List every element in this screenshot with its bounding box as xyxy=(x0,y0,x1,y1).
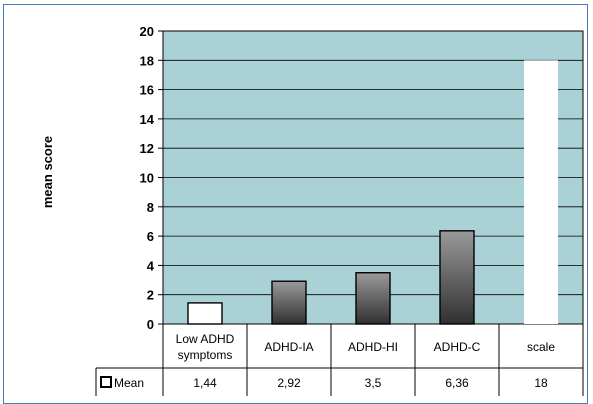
y-tick-label: 12 xyxy=(140,141,154,156)
y-tick-label: 2 xyxy=(147,288,154,303)
value-cell: 1,44 xyxy=(193,376,217,390)
y-tick-label: 0 xyxy=(147,317,154,332)
bar xyxy=(439,230,475,325)
series-label: Mean xyxy=(114,376,144,390)
y-tick-label: 18 xyxy=(140,53,154,68)
category-label: ADHD-C xyxy=(434,340,481,354)
y-tick-label: 16 xyxy=(140,83,154,98)
bar xyxy=(355,272,391,325)
category-label: scale xyxy=(527,340,555,354)
bar xyxy=(187,302,223,325)
category-label: symptoms xyxy=(178,348,233,362)
data-table: Low ADHD symptoms 1,44 ADHD-IA 2,92 ADHD-HI 3,… xyxy=(95,324,584,396)
value-cell: 2,92 xyxy=(277,376,301,390)
y-tick-label: 8 xyxy=(147,200,154,215)
value-cell: 18 xyxy=(534,376,548,390)
bars xyxy=(187,60,558,325)
y-tick-label: 14 xyxy=(140,112,155,127)
category-label: ADHD-IA xyxy=(264,340,313,354)
y-tick-labels: 0 2 4 6 8 10 12 14 16 18 20 xyxy=(140,24,155,332)
y-axis-label: mean score xyxy=(40,136,55,208)
y-tick-label: 10 xyxy=(140,171,154,186)
value-cell: 6,36 xyxy=(445,376,469,390)
bar xyxy=(271,280,307,325)
legend-key xyxy=(100,376,112,388)
y-tick-label: 4 xyxy=(147,258,155,273)
value-cell: 3,5 xyxy=(365,376,382,390)
category-label: Low ADHD xyxy=(176,332,235,346)
y-tick-label: 20 xyxy=(140,24,154,39)
category-label: ADHD-HI xyxy=(348,340,398,354)
y-tick-label: 6 xyxy=(147,229,154,244)
bar xyxy=(524,60,558,325)
